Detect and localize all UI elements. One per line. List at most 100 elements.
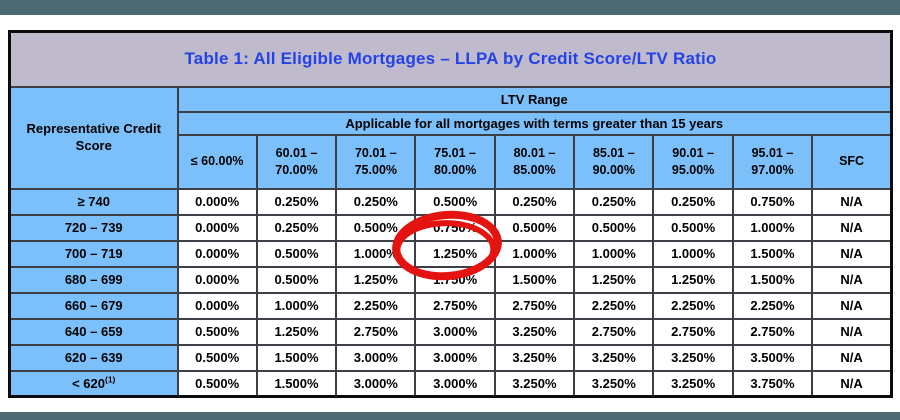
llpa-value-cell: 0.750% <box>414 213 496 242</box>
llpa-value-cell: 1.000% <box>335 239 417 268</box>
table-row: 720 – 739 0.000% 0.250% 0.500% 0.750% 0.500% 0… <box>8 213 893 242</box>
credit-score-label: ≥ 740 <box>8 187 179 216</box>
row-group-header: Representative Credit Score <box>8 85 179 190</box>
llpa-value-cell: 3.000% <box>335 369 417 398</box>
llpa-value-cell: 0.500% <box>414 187 496 216</box>
llpa-value-cell: 1.000% <box>573 239 655 268</box>
llpa-value-cell: 2.750% <box>652 317 734 346</box>
llpa-value-cell: 2.750% <box>731 317 814 346</box>
llpa-value-cell: N/A <box>811 239 893 268</box>
llpa-value-cell: 3.250% <box>493 369 576 398</box>
llpa-value-cell: 2.250% <box>731 291 814 320</box>
table-row: 660 – 679 0.000% 1.000% 2.250% 2.750% 2.750% 2… <box>8 291 893 320</box>
llpa-value-cell: 2.750% <box>493 291 576 320</box>
llpa-value-cell: N/A <box>811 369 893 398</box>
llpa-value-cell: 0.750% <box>731 187 814 216</box>
ltv-column-header: SFC <box>811 133 893 190</box>
llpa-value-cell: 0.500% <box>573 213 655 242</box>
credit-score-label: 640 – 659 <box>8 317 179 346</box>
llpa-value-cell: 0.000% <box>176 239 258 268</box>
window-bottom-bar <box>0 412 900 420</box>
credit-score-label: 660 – 679 <box>8 291 179 320</box>
llpa-value-cell: 1.500% <box>255 369 338 398</box>
llpa-value-cell: 0.000% <box>176 291 258 320</box>
ltv-column-header: 60.01 – 70.00% <box>255 133 338 190</box>
llpa-value-cell: 2.750% <box>573 317 655 346</box>
llpa-value-cell: 3.250% <box>652 343 734 372</box>
llpa-value-cell: 2.250% <box>573 291 655 320</box>
applicability-note: Applicable for all mortgages with terms … <box>176 110 893 136</box>
llpa-table: Table 1: All Eligible Mortgages – LLPA b… <box>8 30 893 398</box>
llpa-value-cell: 1.500% <box>731 239 814 268</box>
credit-score-label: 700 – 719 <box>8 239 179 268</box>
ltv-column-header: 75.01 – 80.00% <box>414 133 496 190</box>
llpa-value-cell: 1.250% <box>255 317 338 346</box>
llpa-value-cell: N/A <box>811 291 893 320</box>
llpa-value-cell: 0.500% <box>255 239 338 268</box>
llpa-value-cell: 1.250% <box>573 265 655 294</box>
llpa-value-cell: N/A <box>811 213 893 242</box>
llpa-value-cell: 0.250% <box>255 213 338 242</box>
llpa-value-cell: 2.250% <box>652 291 734 320</box>
llpa-value-cell: 1.750% <box>414 265 496 294</box>
table-row: 640 – 659 0.500% 1.250% 2.750% 3.000% 3.250% 2… <box>8 317 893 346</box>
credit-score-label: 720 – 739 <box>8 213 179 242</box>
llpa-value-cell: 2.750% <box>335 317 417 346</box>
llpa-value-cell: 3.000% <box>335 343 417 372</box>
llpa-value-cell: 0.500% <box>176 369 258 398</box>
llpa-value-cell: 1.000% <box>255 291 338 320</box>
llpa-value-cell: 3.250% <box>573 369 655 398</box>
llpa-value-cell: N/A <box>811 265 893 294</box>
llpa-value-cell: 0.250% <box>573 187 655 216</box>
window-top-bar <box>0 0 900 15</box>
llpa-value-cell: 3.250% <box>493 343 576 372</box>
column-header-row: ≤ 60.00% 60.01 – 70.00% 70.01 – 75.00% 75.0… <box>10 133 893 190</box>
llpa-value-cell: 0.000% <box>176 213 258 242</box>
footnote-marker: (1) <box>105 374 116 385</box>
llpa-value-cell: 3.250% <box>573 343 655 372</box>
document-area: Table 1: All Eligible Mortgages – LLPA b… <box>8 30 893 398</box>
llpa-value-cell: 0.250% <box>255 187 338 216</box>
table-row: 700 – 719 0.000% 0.500% 1.000% 1.250% 1.000% 1… <box>8 239 893 268</box>
llpa-value-cell: 0.250% <box>335 187 417 216</box>
llpa-value-cell: 3.000% <box>414 343 496 372</box>
llpa-value-cell: 2.750% <box>414 291 496 320</box>
llpa-value-cell: N/A <box>811 317 893 346</box>
credit-score-label: < 620(1) <box>8 369 179 398</box>
llpa-value-cell: 0.250% <box>493 187 576 216</box>
table-title: Table 1: All Eligible Mortgages – LLPA b… <box>8 30 893 88</box>
ltv-range-header: LTV Range <box>176 85 893 113</box>
table-row: ≥ 740 0.000% 0.250% 0.250% 0.500% 0.250% 0.250… <box>8 187 893 216</box>
llpa-value-cell: 1.500% <box>255 343 338 372</box>
table-row: 620 – 639 0.500% 1.500% 3.000% 3.000% 3.250% 3… <box>8 343 893 372</box>
llpa-value-cell: N/A <box>811 187 893 216</box>
llpa-value-cell: 0.500% <box>176 343 258 372</box>
ltv-column-header: 80.01 – 85.00% <box>493 133 576 190</box>
llpa-value-cell: 0.000% <box>176 265 258 294</box>
ltv-column-header: 85.01 – 90.00% <box>573 133 655 190</box>
llpa-value-cell: N/A <box>811 343 893 372</box>
llpa-value-cell: 1.500% <box>731 265 814 294</box>
llpa-value-cell: 3.250% <box>493 317 576 346</box>
table-title-row: Table 1: All Eligible Mortgages – LLPA b… <box>8 30 893 88</box>
llpa-value-cell: 1.250% <box>414 239 496 268</box>
llpa-value-cell: 0.500% <box>652 213 734 242</box>
credit-score-label: 680 – 699 <box>8 265 179 294</box>
llpa-value-cell: 0.500% <box>176 317 258 346</box>
table-row: < 620(1) 0.500% 1.500% 3.000% 3.000% 3.250% 3.… <box>8 369 893 398</box>
ltv-column-header: 70.01 – 75.00% <box>335 133 417 190</box>
llpa-value-cell: 2.250% <box>335 291 417 320</box>
llpa-value-cell: 1.500% <box>493 265 576 294</box>
credit-score-label: 620 – 639 <box>8 343 179 372</box>
ltv-range-row: Representative Credit Score LTV Range <box>8 85 893 190</box>
llpa-value-cell: 3.750% <box>731 369 814 398</box>
llpa-value-cell: 0.250% <box>652 187 734 216</box>
llpa-value-cell: 1.250% <box>652 265 734 294</box>
llpa-value-cell: 1.000% <box>652 239 734 268</box>
llpa-value-cell: 0.500% <box>335 213 417 242</box>
ltv-column-header: 90.01 – 95.00% <box>652 133 734 190</box>
ltv-column-header: 95.01 – 97.00% <box>731 133 814 190</box>
applicability-row: Applicable for all mortgages with terms … <box>10 110 893 136</box>
llpa-value-cell: 3.500% <box>731 343 814 372</box>
